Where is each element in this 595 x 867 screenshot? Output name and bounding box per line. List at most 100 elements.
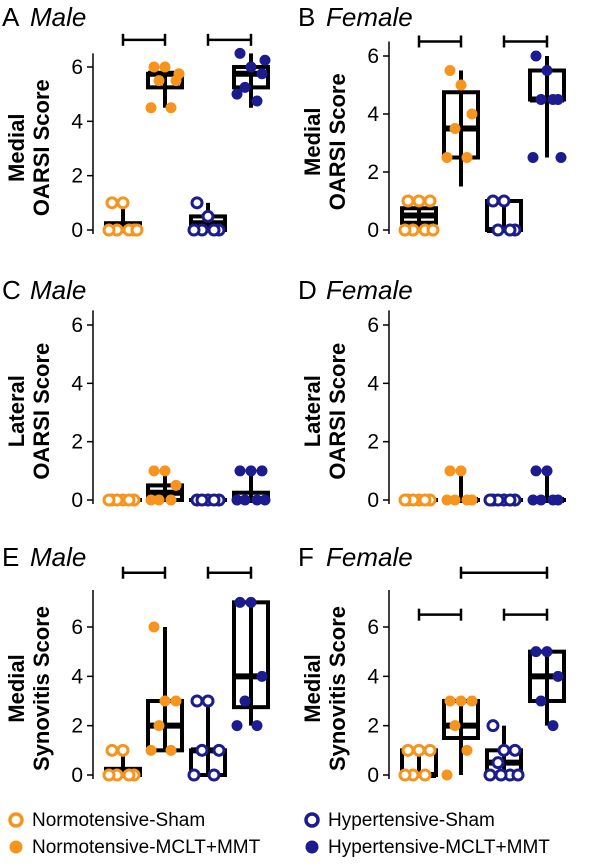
data-point (530, 50, 542, 62)
panel-letter: A (2, 2, 20, 32)
data-point (449, 123, 461, 134)
y-axis-label: OARSI Score (29, 343, 54, 480)
data-point (535, 695, 547, 707)
data-point (165, 102, 177, 114)
data-point (412, 743, 426, 757)
data-point (170, 479, 182, 491)
significance-bracket (121, 566, 167, 579)
data-point (251, 720, 263, 732)
data-point (441, 769, 453, 781)
box-NM (441, 465, 480, 506)
y-tick-label: 0 (71, 219, 83, 242)
data-point (555, 152, 567, 163)
significance-bracket (417, 608, 463, 621)
data-point (441, 152, 453, 163)
panel-letter: D (298, 275, 317, 305)
data-point (153, 720, 165, 732)
box-HS (483, 719, 525, 782)
data-point (102, 768, 116, 782)
data-point (466, 108, 478, 120)
box-NS (102, 493, 142, 507)
box-iqr (442, 90, 480, 160)
panel-letter: E (2, 542, 19, 572)
data-point (466, 695, 478, 707)
data-point (444, 465, 456, 477)
data-point (455, 695, 467, 707)
data-point (541, 65, 553, 76)
panel-letter: F (298, 542, 314, 572)
box-NS (102, 743, 142, 782)
data-point (398, 768, 412, 782)
box-HM (231, 596, 270, 732)
y-tick-label: 2 (71, 715, 83, 738)
data-point (165, 494, 177, 506)
data-point (159, 465, 171, 477)
box-HS (485, 194, 523, 237)
data-point (486, 194, 500, 208)
box-NS (398, 743, 438, 782)
box-HM (231, 47, 271, 108)
data-point (102, 493, 116, 507)
data-point (187, 768, 201, 782)
data-point (148, 621, 160, 633)
significance-bracket (502, 608, 549, 621)
data-point (102, 223, 116, 237)
data-point (541, 465, 553, 477)
legend-label: Hypertensive-MCLT+MMT (328, 837, 550, 858)
y-tick-label: 0 (367, 489, 379, 512)
legend-marker (305, 840, 319, 854)
data-point (145, 102, 157, 114)
significance-bracket (417, 35, 463, 48)
data-point (511, 768, 525, 782)
data-point (455, 465, 467, 477)
y-axis-label: Lateral (300, 375, 325, 447)
data-point (491, 223, 505, 237)
data-point (503, 223, 517, 237)
data-point (148, 61, 160, 73)
data-point (483, 768, 497, 782)
y-tick-label: 4 (71, 372, 83, 395)
data-point (441, 494, 453, 506)
legend: Normotensive-Sham Hypertensive-Sham Normot… (8, 810, 550, 858)
y-tick-label: 2 (367, 161, 379, 184)
data-point (491, 756, 505, 770)
y-tick-label: 0 (71, 764, 83, 787)
significance-bracket (206, 33, 253, 46)
legend-label: Normotensive-Sham (32, 810, 205, 831)
legend-item: Hypertensive-Sham (304, 810, 495, 831)
data-point (234, 465, 246, 477)
box-NS (398, 194, 440, 237)
y-tick-label: 6 (71, 616, 83, 639)
box-NS (102, 196, 144, 237)
data-point (541, 646, 553, 658)
y-axis-label: OARSI Score (29, 79, 54, 216)
box-NS (398, 493, 438, 507)
data-point (497, 194, 511, 208)
data-point (444, 695, 456, 707)
legend-marker (304, 812, 320, 828)
legend-item: Hypertensive-MCLT+MMT (305, 837, 550, 858)
data-point (207, 223, 221, 237)
y-tick-label: 6 (367, 314, 379, 337)
data-point (547, 94, 559, 105)
y-axis-label: Synovitis Score (29, 606, 54, 771)
data-point (159, 61, 171, 73)
y-tick-label: 0 (367, 219, 379, 242)
data-point (159, 695, 171, 707)
data-point (116, 743, 130, 757)
y-tick-label: 0 (367, 764, 379, 787)
data-point (130, 223, 144, 237)
y-axis-label: Medial (300, 654, 325, 722)
data-point (547, 494, 559, 506)
box-HM (527, 465, 566, 506)
y-tick-label: 4 (71, 665, 83, 688)
panel-letter: B (298, 2, 315, 32)
data-point (398, 493, 412, 507)
significance-bracket (121, 33, 167, 46)
box-HM (231, 465, 271, 506)
panel-A: A Male Medial OARSI Score 0 2 4 6 (2, 2, 271, 242)
data-point (412, 194, 426, 208)
data-point (256, 670, 268, 682)
box-NM (145, 61, 185, 114)
